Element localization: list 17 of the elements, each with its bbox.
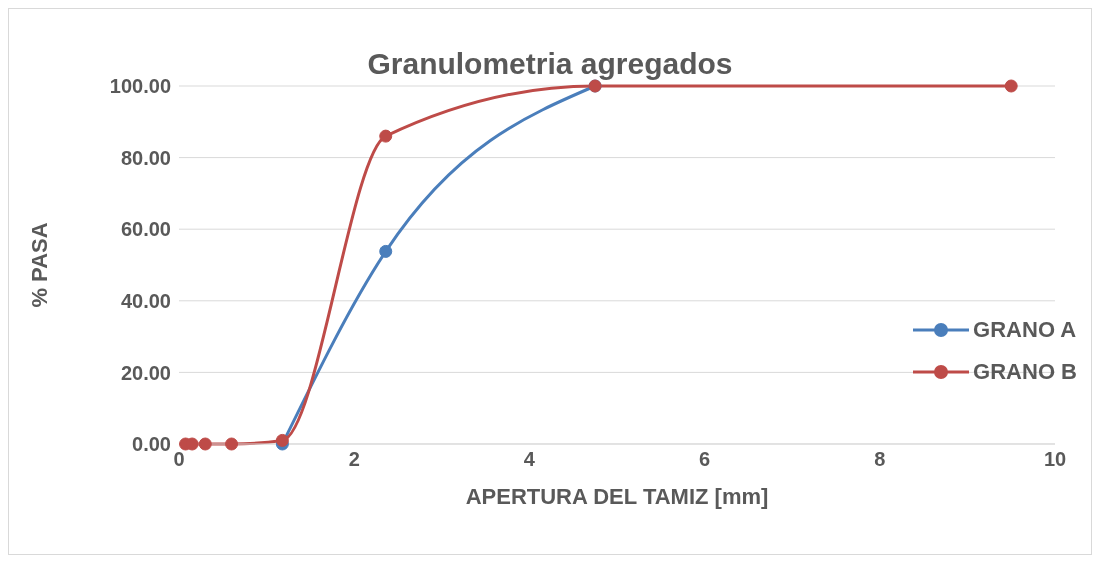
x-tick-label: 10 — [1043, 448, 1067, 471]
y-tick-label: 60.00 — [120, 218, 171, 241]
y-tick-label: 40.00 — [120, 289, 171, 312]
y-tick-label: 100.00 — [109, 75, 171, 98]
chart-title: Granulometria agregados — [367, 47, 733, 80]
x-axis-title: APERTURA DEL TAMIZ [mm] — [465, 484, 769, 509]
y-tick-label: 20.00 — [120, 361, 171, 384]
x-tick-label: 4 — [523, 448, 536, 471]
y-tick-label: 80.00 — [120, 146, 171, 169]
legend-label: GRANO A — [973, 317, 1077, 343]
y-tick-label: 0.00 — [132, 433, 171, 456]
y-axis-title: % PASA — [26, 222, 52, 308]
x-tick-label: 8 — [874, 448, 886, 471]
x-tick-label: 2 — [348, 448, 360, 471]
legend-label: GRANO B — [973, 359, 1077, 385]
x-tick-label: 0 — [173, 448, 185, 471]
x-tick-label: 6 — [699, 448, 711, 471]
